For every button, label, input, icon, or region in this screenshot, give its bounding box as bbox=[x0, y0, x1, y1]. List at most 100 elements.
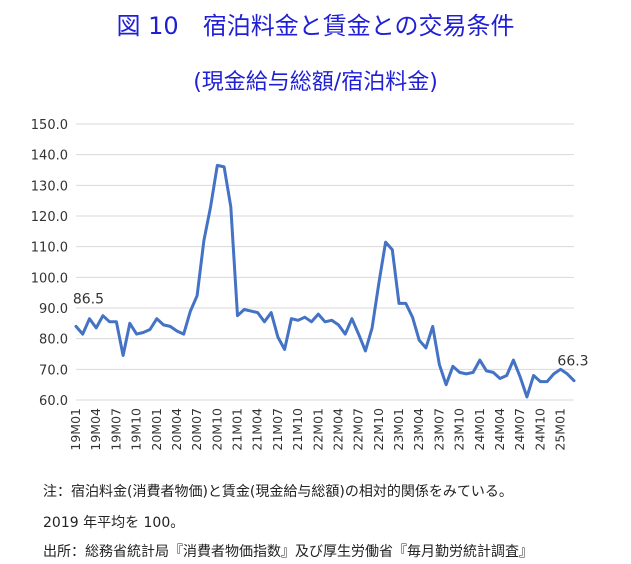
data-label: 66.3 bbox=[557, 354, 588, 370]
data-point bbox=[472, 371, 475, 374]
data-point bbox=[478, 359, 481, 362]
data-point bbox=[566, 372, 569, 375]
data-point bbox=[431, 325, 434, 328]
data-point bbox=[223, 165, 226, 168]
y-tick-label: 100.0 bbox=[31, 271, 68, 286]
x-tick-label: 22M01 bbox=[310, 408, 325, 451]
note-definition: 注：宿泊料金(消費者物価)と賃金(現金給与総額)の相対的関係をみている。 bbox=[43, 484, 513, 500]
data-point bbox=[505, 374, 508, 377]
data-point bbox=[256, 311, 259, 314]
data-point bbox=[115, 320, 118, 323]
data-point bbox=[142, 331, 145, 334]
data-point bbox=[324, 320, 327, 323]
data-point bbox=[344, 333, 347, 336]
y-tick-label: 90.0 bbox=[39, 302, 68, 317]
x-tick-label: 25M01 bbox=[553, 408, 568, 451]
x-tick-label: 19M10 bbox=[129, 408, 144, 451]
data-point bbox=[189, 310, 192, 313]
data-point bbox=[384, 241, 387, 244]
y-tick-label: 150.0 bbox=[31, 118, 68, 133]
x-tick-label: 20M10 bbox=[209, 408, 224, 451]
data-point bbox=[162, 323, 165, 326]
data-point bbox=[88, 317, 91, 320]
data-point bbox=[283, 348, 286, 351]
data-point bbox=[128, 322, 131, 325]
data-point bbox=[364, 349, 367, 352]
data-point bbox=[552, 372, 555, 375]
data-point bbox=[546, 380, 549, 383]
data-point bbox=[330, 319, 333, 322]
x-tick-label: 20M04 bbox=[169, 408, 184, 451]
x-tick-label: 22M04 bbox=[330, 408, 345, 451]
grid-lines bbox=[76, 123, 574, 401]
data-point bbox=[451, 365, 454, 368]
data-point bbox=[122, 354, 125, 357]
data-point bbox=[465, 372, 468, 375]
x-tick-label: 20M01 bbox=[149, 408, 164, 451]
x-tick-label: 23M01 bbox=[391, 408, 406, 451]
data-point bbox=[182, 333, 185, 336]
data-point bbox=[310, 320, 313, 323]
x-tick-label: 21M04 bbox=[250, 408, 265, 451]
note-base-year: 2019 年平均を 100。 bbox=[43, 515, 185, 531]
y-tick-label: 120.0 bbox=[31, 210, 68, 225]
data-point bbox=[418, 339, 421, 342]
x-tick-label: 23M04 bbox=[411, 408, 426, 451]
data-point bbox=[492, 371, 495, 374]
data-point bbox=[573, 379, 576, 382]
data-point bbox=[290, 317, 293, 320]
x-tick-label: 20M07 bbox=[189, 408, 204, 451]
data-point bbox=[95, 326, 98, 329]
x-tick-label: 23M07 bbox=[431, 408, 446, 451]
x-tick-label: 21M10 bbox=[290, 408, 305, 451]
data-point bbox=[519, 376, 522, 379]
y-tick-label: 80.0 bbox=[39, 333, 68, 348]
x-tick-label: 24M04 bbox=[492, 408, 507, 451]
x-tick-label: 24M01 bbox=[472, 408, 487, 451]
x-tick-label: 21M07 bbox=[270, 408, 285, 451]
data-point bbox=[175, 330, 178, 333]
data-point bbox=[263, 320, 266, 323]
chart-subtitle: (現金給与総額/宿泊料金) bbox=[193, 70, 438, 95]
x-tick-label: 24M10 bbox=[532, 408, 547, 451]
y-tick-label: 60.0 bbox=[39, 394, 68, 409]
chart-title: 図 10 宿泊料金と賃金との交易条件 bbox=[116, 12, 515, 40]
data-point bbox=[512, 359, 515, 362]
y-axis-ticks: 60.0 70.0 80.0 90.0 100.0 110.0 120.0 130.0 140.… bbox=[31, 118, 68, 409]
y-tick-label: 110.0 bbox=[31, 241, 68, 256]
data-point bbox=[317, 313, 320, 316]
data-point bbox=[229, 205, 232, 208]
data-point bbox=[243, 308, 246, 311]
data-point bbox=[108, 320, 111, 323]
series-line bbox=[74, 163, 576, 399]
note-source: 出所：総務省統計局『消費者物価指数』及び厚生労働省『毎月勤労統計調査』 bbox=[43, 544, 533, 560]
x-tick-label: 24M07 bbox=[512, 408, 527, 451]
data-label: 86.5 bbox=[73, 292, 104, 308]
x-tick-label: 21M01 bbox=[230, 408, 245, 451]
data-point bbox=[498, 377, 501, 380]
x-tick-label: 19M04 bbox=[88, 408, 103, 451]
data-point bbox=[155, 317, 158, 320]
data-point bbox=[101, 314, 104, 317]
x-tick-label: 22M10 bbox=[371, 408, 386, 451]
data-point bbox=[216, 164, 219, 167]
data-point bbox=[438, 363, 441, 366]
data-point bbox=[445, 383, 448, 386]
series-line-layer bbox=[74, 163, 576, 399]
x-axis-ticks: 19M01 19M04 19M07 19M10 20M01 20M04 20M07 20M10… bbox=[68, 408, 568, 451]
data-point bbox=[357, 333, 360, 336]
x-tick-label: 19M07 bbox=[108, 408, 123, 451]
data-point bbox=[424, 346, 427, 349]
y-tick-label: 70.0 bbox=[39, 363, 68, 378]
data-point bbox=[135, 333, 138, 336]
y-tick-label: 140.0 bbox=[31, 149, 68, 164]
data-point bbox=[276, 336, 279, 339]
data-label-layer: 86.5 66.3 bbox=[73, 292, 589, 370]
data-point bbox=[404, 302, 407, 305]
data-point bbox=[249, 310, 252, 313]
data-point bbox=[303, 316, 306, 319]
x-tick-label: 23M10 bbox=[452, 408, 467, 451]
y-tick-label: 130.0 bbox=[31, 179, 68, 194]
data-point bbox=[391, 248, 394, 251]
data-point bbox=[75, 325, 78, 328]
